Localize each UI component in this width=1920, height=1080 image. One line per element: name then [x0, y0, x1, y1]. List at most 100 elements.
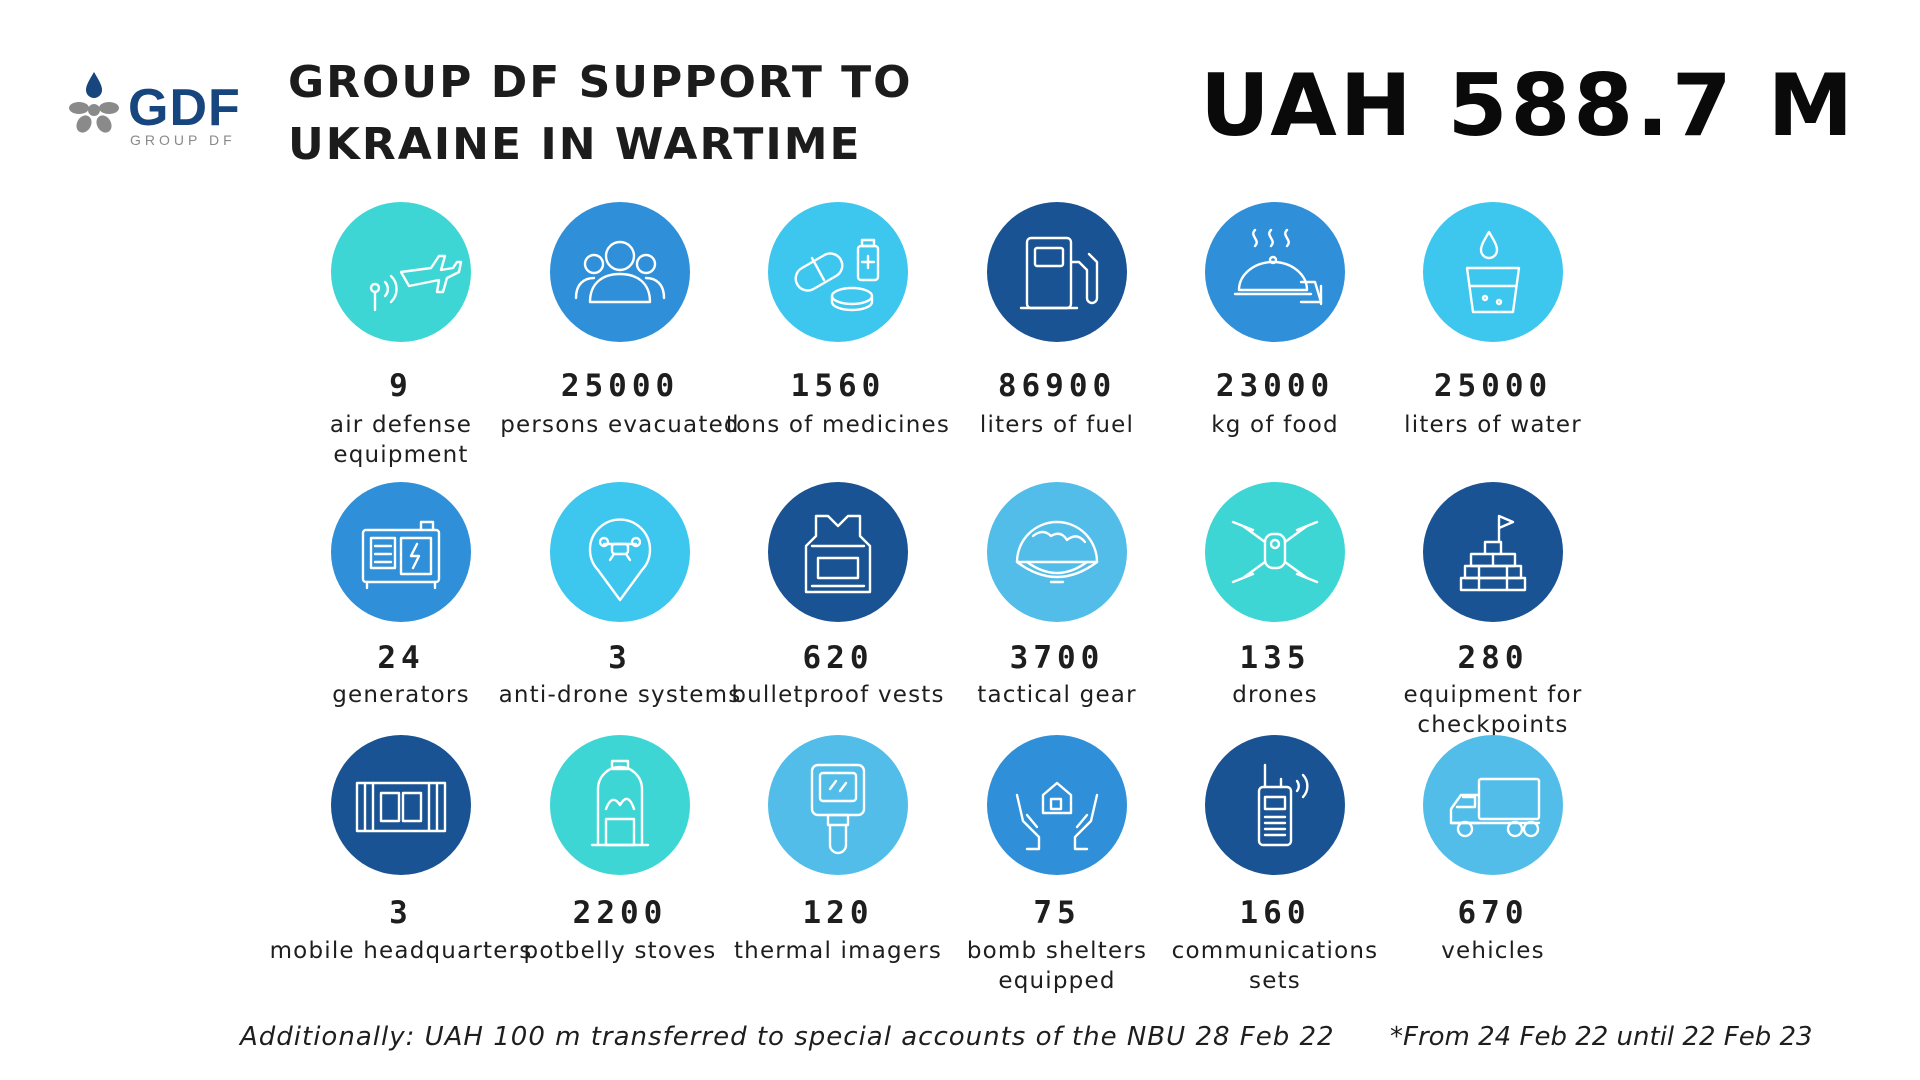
stat-label-line: equipped	[998, 968, 1116, 994]
stat-icon-circle	[331, 735, 471, 875]
stat-label: bulletproof vests	[703, 680, 973, 710]
stat-label: vehicles	[1358, 936, 1628, 966]
stat-value: 23000	[1215, 368, 1335, 404]
stat-label: air defense equipment	[266, 410, 536, 470]
footer-note: Additionally: UAH 100 m transferred to s…	[240, 1022, 1335, 1052]
stat-label-line: kg of food	[1211, 412, 1339, 438]
stat-value: 2200	[572, 895, 668, 931]
people-icon	[574, 240, 666, 304]
helmet-icon	[1015, 520, 1099, 584]
stat-label-line: tactical gear	[977, 682, 1137, 708]
stat-label-line: vehicles	[1441, 938, 1545, 964]
stat-label: bomb shelters equipped	[922, 936, 1192, 996]
generator-icon	[361, 520, 441, 590]
radio-icon	[1257, 763, 1309, 847]
stat-label: thermal imagers	[703, 936, 973, 966]
stat-label-line: tons of medicines	[725, 412, 951, 438]
fuel-pump-icon	[1019, 236, 1099, 310]
logo-subtext: GROUP DF	[130, 132, 236, 148]
stat-icon-circle	[331, 202, 471, 342]
stat-label-line: mobile headquarters	[269, 938, 533, 964]
stat-label-line: liters of fuel	[979, 412, 1135, 438]
stat-icon-circle	[768, 482, 908, 622]
water-glass-icon	[1465, 230, 1521, 314]
stat-icon-circle	[987, 482, 1127, 622]
container-icon	[355, 781, 447, 833]
stat-label-line: air defense equipment	[329, 412, 473, 468]
stat-icon-circle	[550, 202, 690, 342]
stat-label-line: sets	[1249, 968, 1301, 994]
stat-value: 9	[389, 368, 413, 404]
food-cloche-icon	[1233, 228, 1323, 306]
stat-label-line: bulletproof vests	[731, 682, 945, 708]
droplet-cluster-icon	[69, 72, 119, 133]
stat-label: kg of food	[1140, 410, 1410, 440]
stat-value: 670	[1457, 895, 1529, 931]
medicine-icon	[794, 238, 880, 312]
stat-value: 1560	[790, 368, 886, 404]
stat-label: generators	[266, 680, 536, 710]
stat-label-line: communications	[1171, 938, 1379, 964]
stat-label-line: liters of water	[1404, 412, 1582, 438]
title-line-1: GROUP DF SUPPORT TO	[288, 57, 913, 108]
stat-value: 135	[1239, 640, 1311, 676]
stat-value: 620	[802, 640, 874, 676]
period-note: *From 24 Feb 22 until 22 Feb 23	[1390, 1022, 1813, 1052]
stat-icon-circle	[1205, 202, 1345, 342]
stat-label-line: equipment for checkpoints	[1403, 682, 1583, 738]
thermal-imager-icon	[810, 763, 866, 855]
bulletproof-vest-icon	[804, 514, 872, 594]
stat-label: equipment for checkpoints	[1358, 680, 1628, 740]
stat-label: drones	[1140, 680, 1410, 710]
logo-wordmark: GDF	[128, 79, 241, 137]
stat-icon-circle	[550, 735, 690, 875]
air-defense-icon	[369, 254, 463, 312]
stat-value: 75	[1033, 895, 1081, 931]
shelter-hands-icon	[1015, 781, 1099, 851]
title-line-2: UKRAINE IN WARTIME	[288, 119, 862, 170]
stat-value: 280	[1457, 640, 1529, 676]
stat-label-line: thermal imagers	[733, 938, 943, 964]
checkpoint-icon	[1459, 514, 1527, 592]
stat-label-line: bomb shelters	[966, 938, 1148, 964]
stat-label: communications sets	[1140, 936, 1410, 996]
stat-label: persons evacuated	[485, 410, 755, 440]
stat-icon-circle	[987, 735, 1127, 875]
stat-label-line: potbelly stoves	[523, 938, 717, 964]
gdf-logo: GDF GROUP DF	[66, 70, 242, 150]
anti-drone-pin-icon	[588, 518, 652, 602]
stat-icon-circle	[768, 735, 908, 875]
stat-label: liters of water	[1358, 410, 1628, 440]
stat-label: tons of medicines	[703, 410, 973, 440]
stat-label: tactical gear	[922, 680, 1192, 710]
stat-label: mobile headquarters	[266, 936, 536, 966]
stat-icon-circle	[1205, 735, 1345, 875]
stat-value: 3	[389, 895, 413, 931]
stat-value: 25000	[1433, 368, 1553, 404]
stat-icon-circle	[768, 202, 908, 342]
stat-value: 160	[1239, 895, 1311, 931]
stat-icon-circle	[331, 482, 471, 622]
stat-label: anti-drone systems	[485, 680, 755, 710]
stat-icon-circle	[550, 482, 690, 622]
stat-icon-circle	[1423, 482, 1563, 622]
stat-value: 86900	[997, 368, 1117, 404]
stat-label: potbelly stoves	[485, 936, 755, 966]
stat-label-line: generators	[332, 682, 470, 708]
stat-icon-circle	[987, 202, 1127, 342]
stat-label: liters of fuel	[922, 410, 1192, 440]
stat-label-line: drones	[1232, 682, 1318, 708]
stat-label-line: anti-drone systems	[498, 682, 742, 708]
stat-value: 3700	[1009, 640, 1105, 676]
page-title: GROUP DF SUPPORT TO UKRAINE IN WARTIME	[288, 52, 913, 176]
stat-value: 120	[802, 895, 874, 931]
stat-icon-circle	[1423, 735, 1563, 875]
truck-icon	[1449, 777, 1541, 838]
stat-value: 24	[377, 640, 425, 676]
drone-icon	[1231, 520, 1319, 584]
stat-value: 3	[608, 640, 632, 676]
stat-value: 25000	[560, 368, 680, 404]
stat-label-line: persons evacuated	[500, 412, 740, 438]
stat-icon-circle	[1423, 202, 1563, 342]
total-amount: UAH 588.7 M	[1200, 56, 1857, 156]
